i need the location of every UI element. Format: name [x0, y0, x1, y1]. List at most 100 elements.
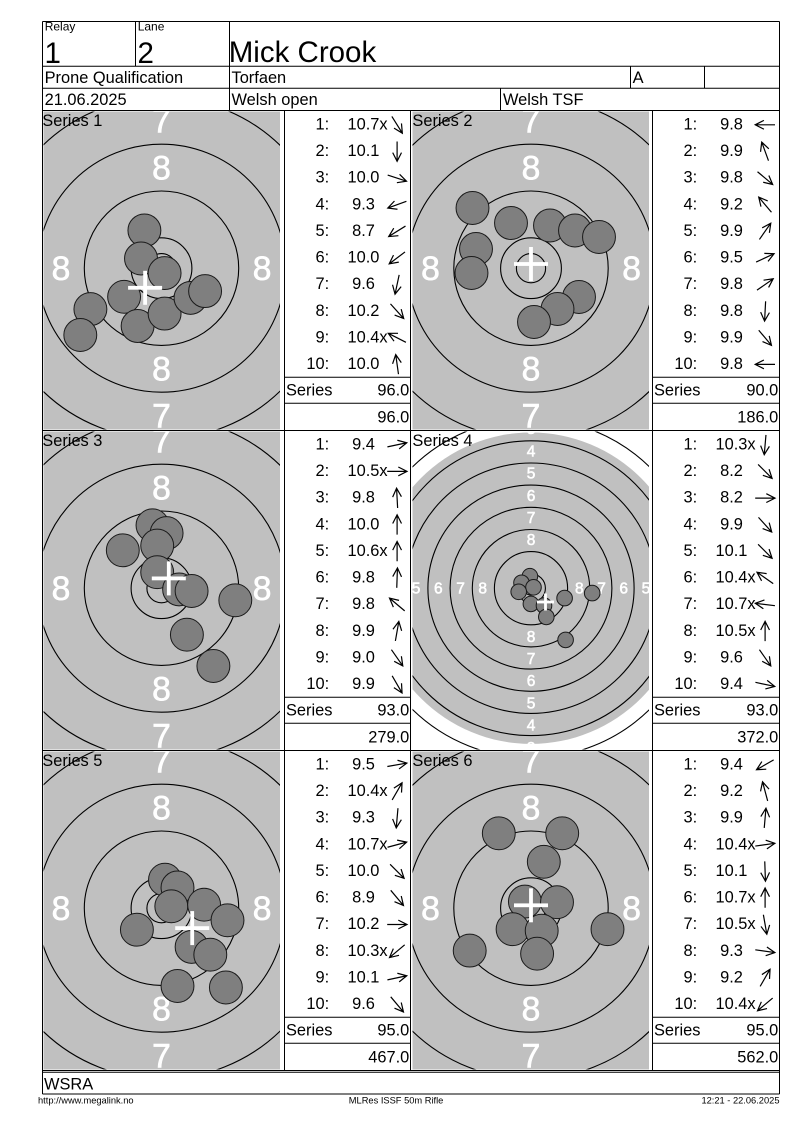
svg-text:8: 8 [51, 250, 70, 288]
svg-text:3:: 3: [684, 489, 698, 507]
svg-text:7:: 7: [316, 915, 330, 933]
svg-text:5:: 5: [684, 542, 698, 560]
svg-text:10.0: 10.0 [348, 355, 380, 373]
svg-text:7: 7 [597, 581, 606, 598]
svg-text:8: 8 [152, 671, 171, 709]
svg-text:279.0: 279.0 [368, 729, 409, 747]
svg-text:WSRA: WSRA [44, 1075, 93, 1093]
svg-text:10:: 10: [674, 355, 697, 373]
svg-text:Series 5: Series 5 [42, 752, 102, 770]
svg-text:5:: 5: [316, 542, 330, 560]
svg-text:4:: 4: [684, 515, 698, 533]
svg-text:96.0: 96.0 [377, 382, 409, 400]
svg-text:7: 7 [522, 103, 541, 141]
svg-text:10.4x: 10.4x [348, 328, 389, 346]
svg-text:9.4: 9.4 [352, 436, 375, 454]
svg-text:8: 8 [527, 532, 536, 549]
svg-text:95.0: 95.0 [746, 1022, 778, 1040]
svg-text:7: 7 [522, 743, 541, 781]
svg-text:8: 8 [253, 570, 272, 608]
svg-text:9.9: 9.9 [720, 142, 743, 160]
svg-text:8.2: 8.2 [720, 462, 743, 480]
svg-text:6: 6 [527, 673, 536, 690]
svg-text:8:: 8: [316, 622, 330, 640]
svg-text:8: 8 [575, 581, 584, 598]
svg-text:10.7x: 10.7x [716, 595, 757, 613]
svg-text:10.0: 10.0 [348, 169, 380, 187]
svg-text:Series 2: Series 2 [412, 112, 472, 130]
svg-text:9.3: 9.3 [720, 942, 743, 960]
svg-text:7: 7 [152, 743, 171, 781]
svg-text:9.9: 9.9 [720, 809, 743, 827]
svg-text:8: 8 [253, 250, 272, 288]
svg-text:9.2: 9.2 [720, 968, 743, 986]
svg-text:8:: 8: [684, 942, 698, 960]
svg-text:1:: 1: [684, 756, 698, 774]
svg-text:9.3: 9.3 [352, 195, 375, 213]
svg-text:8: 8 [253, 890, 272, 928]
svg-text:10.3x: 10.3x [348, 942, 389, 960]
svg-text:Series 3: Series 3 [42, 432, 102, 450]
svg-text:2:: 2: [316, 142, 330, 160]
svg-text:562.0: 562.0 [737, 1049, 778, 1067]
svg-text:9.6: 9.6 [352, 995, 375, 1013]
svg-text:7: 7 [456, 581, 465, 598]
svg-text:8.9: 8.9 [352, 889, 375, 907]
svg-text:3:: 3: [316, 489, 330, 507]
svg-text:7: 7 [527, 651, 536, 668]
svg-text:10.2: 10.2 [348, 302, 380, 320]
svg-text:8: 8 [51, 570, 70, 608]
svg-text:9.8: 9.8 [720, 355, 743, 373]
svg-text:10:: 10: [306, 675, 329, 693]
svg-text:A: A [633, 69, 644, 87]
svg-text:1:: 1: [316, 116, 330, 134]
svg-text:1: 1 [45, 37, 61, 70]
svg-text:9.8: 9.8 [352, 489, 375, 507]
svg-text:9.8: 9.8 [352, 595, 375, 613]
svg-text:Series: Series [286, 382, 332, 400]
svg-text:Torfaen: Torfaen [232, 69, 287, 87]
svg-text:4:: 4: [684, 195, 698, 213]
svg-text:372.0: 372.0 [737, 729, 778, 747]
svg-text:9:: 9: [684, 328, 698, 346]
svg-text:186.0: 186.0 [737, 409, 778, 427]
svg-text:4:: 4: [316, 835, 330, 853]
svg-text:8: 8 [421, 890, 440, 928]
svg-text:96.0: 96.0 [377, 409, 409, 427]
svg-text:6: 6 [527, 488, 536, 505]
svg-text:10.7x: 10.7x [716, 889, 757, 907]
svg-text:10.2: 10.2 [348, 915, 380, 933]
svg-text:7:: 7: [684, 275, 698, 293]
svg-text:90.0: 90.0 [746, 382, 778, 400]
svg-text:7: 7 [152, 423, 171, 461]
svg-text:12:21 - 22.06.2025: 12:21 - 22.06.2025 [701, 1096, 779, 1106]
svg-text:93.0: 93.0 [746, 702, 778, 720]
svg-text:9:: 9: [684, 648, 698, 666]
svg-text:9.9: 9.9 [720, 515, 743, 533]
svg-text:9:: 9: [316, 968, 330, 986]
svg-text:Welsh open: Welsh open [232, 91, 318, 109]
svg-text:5: 5 [412, 581, 421, 598]
svg-text:9.8: 9.8 [720, 275, 743, 293]
svg-text:8: 8 [522, 351, 541, 389]
svg-text:Series 6: Series 6 [412, 752, 472, 770]
svg-text:10.1: 10.1 [716, 862, 748, 880]
svg-text:8.2: 8.2 [720, 489, 743, 507]
svg-text:7: 7 [527, 510, 536, 527]
svg-text:2:: 2: [316, 462, 330, 480]
svg-text:Relay: Relay [45, 20, 76, 34]
svg-text:8:: 8: [316, 302, 330, 320]
svg-text:9:: 9: [316, 328, 330, 346]
svg-text:10.7x: 10.7x [348, 835, 389, 853]
svg-text:1:: 1: [316, 436, 330, 454]
svg-text:8: 8 [421, 250, 440, 288]
svg-text:8:: 8: [684, 622, 698, 640]
svg-text:7: 7 [152, 1037, 171, 1075]
svg-text:3:: 3: [316, 809, 330, 827]
svg-text:6: 6 [619, 581, 628, 598]
svg-text:9.2: 9.2 [720, 782, 743, 800]
svg-text:10.4x: 10.4x [716, 569, 757, 587]
svg-text:9.5: 9.5 [352, 756, 375, 774]
svg-text:10.5x: 10.5x [716, 622, 757, 640]
svg-text:7:: 7: [684, 915, 698, 933]
